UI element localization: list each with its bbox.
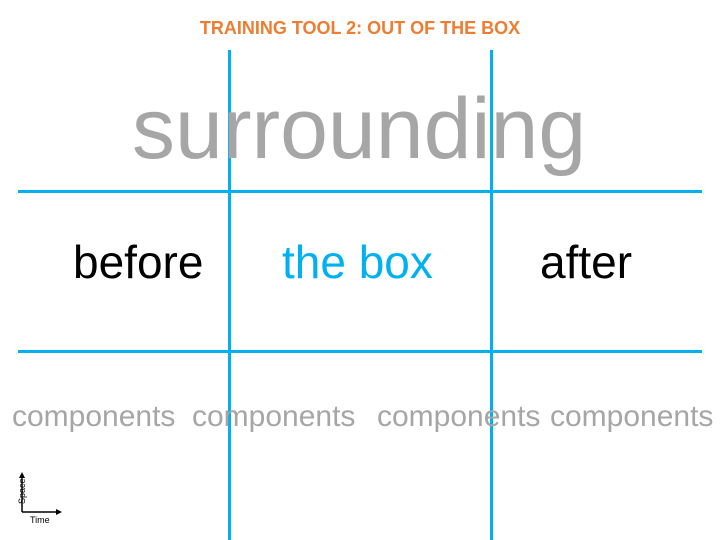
grid-h-line-1	[18, 190, 702, 193]
cell-components-1-text: components	[12, 400, 175, 433]
cell-after: after	[540, 235, 632, 289]
cell-components-2-text: components	[192, 400, 355, 433]
axis-y-label-text: Space	[17, 478, 27, 504]
cell-surrounding: surrounding	[132, 80, 586, 179]
cell-surrounding-text: surrounding	[132, 81, 586, 177]
axis-y-label: Space	[17, 478, 27, 504]
cell-before: before	[73, 235, 203, 289]
cell-components-3: components	[377, 400, 540, 434]
cell-after-text: after	[540, 236, 632, 288]
axis-x-label: Time	[30, 515, 50, 525]
cell-components-2: components	[192, 400, 355, 434]
cell-components-1: components	[12, 400, 175, 434]
page-title: TRAINING TOOL 2: OUT OF THE BOX	[0, 18, 720, 39]
cell-the-box-text: the box	[282, 236, 433, 288]
axis-x-label-text: Time	[30, 515, 50, 525]
cell-components-4-text: components	[550, 400, 713, 433]
grid-h-line-2	[18, 350, 702, 353]
page-title-text: TRAINING TOOL 2: OUT OF THE BOX	[200, 18, 520, 38]
cell-the-box: the box	[282, 235, 433, 289]
cell-components-3-text: components	[377, 400, 540, 433]
cell-before-text: before	[73, 236, 203, 288]
cell-components-4: components	[550, 400, 713, 434]
